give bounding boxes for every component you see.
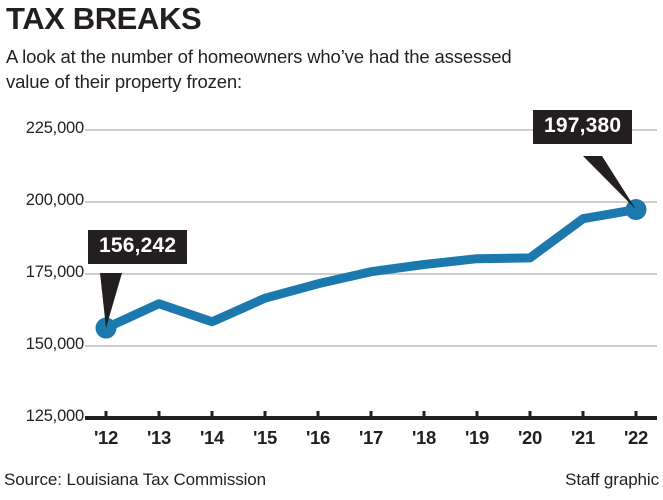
y-axis-tick-label: 150,000 xyxy=(25,335,84,353)
data-line xyxy=(101,205,641,333)
y-axis-tick-label: 125,000 xyxy=(25,407,84,425)
x-axis-tick-label: '14 xyxy=(199,427,225,448)
chart-subtitle: A look at the number of homeowners who’v… xyxy=(6,46,512,92)
y-axis-tick-label: 200,000 xyxy=(25,191,84,209)
x-axis-tick-label: '15 xyxy=(252,427,278,448)
source-note: Source: Louisiana Tax Commission xyxy=(4,470,267,489)
x-axis-tick-label: '18 xyxy=(411,427,437,448)
x-axis-tick-label: '19 xyxy=(464,427,490,448)
y-axis-tick-label: 175,000 xyxy=(25,263,84,281)
x-axis-tick-label: '21 xyxy=(570,427,596,448)
credit-note: Staff graphic xyxy=(565,470,659,489)
x-axis-tick-label: '16 xyxy=(305,427,331,448)
page-title: TAX BREAKS xyxy=(6,1,202,36)
callout-pointers xyxy=(100,156,636,329)
value-callout: 197,380 xyxy=(533,110,633,144)
x-axis-tick-label: '13 xyxy=(146,427,172,448)
y-axis-tick-label: 225,000 xyxy=(25,119,84,137)
value-callout: 156,242 xyxy=(88,230,188,264)
x-axis-tick-label: '17 xyxy=(358,427,384,448)
callout-pointer xyxy=(583,156,636,210)
x-axis-tick-label: '20 xyxy=(517,427,543,448)
x-axis-tick-label: '22 xyxy=(623,427,649,448)
callout-pointer xyxy=(100,273,122,329)
x-axis-tick-label: '12 xyxy=(93,427,119,448)
